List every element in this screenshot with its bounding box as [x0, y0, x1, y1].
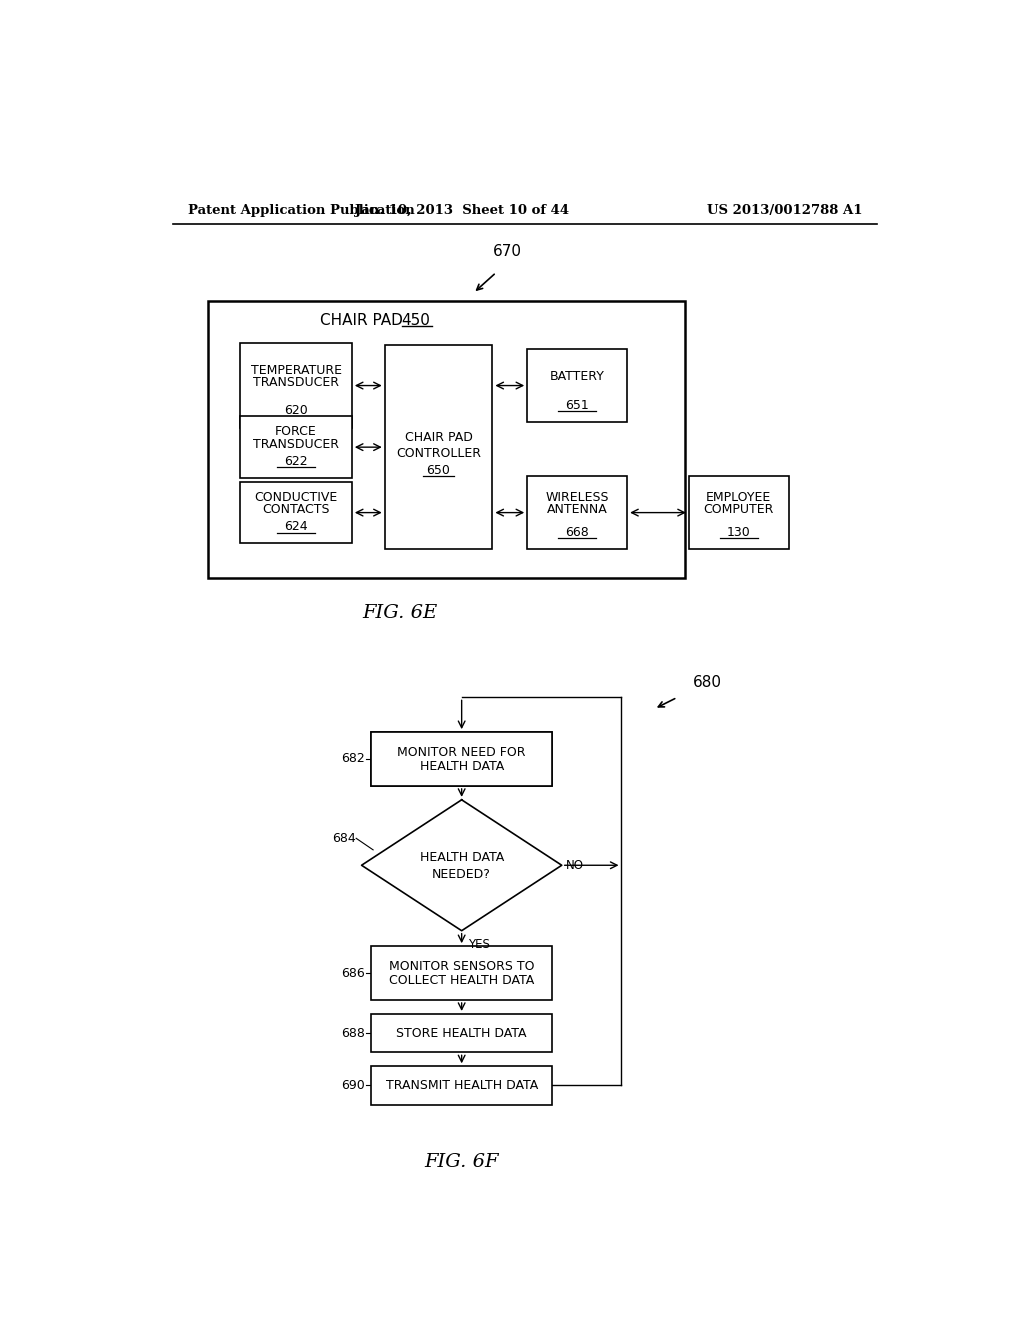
Text: HEALTH DATA: HEALTH DATA: [420, 750, 504, 763]
Bar: [208, 301, 685, 578]
Text: US 2013/0012788 A1: US 2013/0012788 A1: [707, 205, 862, 218]
Text: 450: 450: [401, 313, 430, 327]
Text: YES: YES: [468, 939, 489, 952]
Bar: [241, 482, 352, 544]
Text: 651: 651: [565, 399, 589, 412]
Text: 684: 684: [332, 832, 355, 845]
Text: FORCE: FORCE: [275, 425, 317, 438]
Text: NEEDED?: NEEDED?: [432, 869, 492, 880]
Text: TRANSMIT HEALTH DATA: TRANSMIT HEALTH DATA: [385, 1078, 538, 1092]
Text: WIRELESS: WIRELESS: [546, 491, 609, 504]
Text: COMPUTER: COMPUTER: [703, 503, 774, 516]
Text: 650: 650: [427, 463, 451, 477]
Text: 668: 668: [565, 525, 589, 539]
Bar: [371, 1067, 552, 1105]
Text: 622: 622: [285, 454, 308, 467]
Bar: [371, 1014, 552, 1052]
Text: HEALTH DATA: HEALTH DATA: [420, 851, 504, 865]
Text: 682: 682: [341, 752, 365, 766]
Text: MONITOR NEED FOR: MONITOR NEED FOR: [397, 746, 526, 759]
Polygon shape: [361, 800, 562, 931]
Text: COLLECT HEALTH DATA: COLLECT HEALTH DATA: [389, 974, 535, 987]
Text: CONTACTS: CONTACTS: [262, 503, 330, 516]
Text: 624: 624: [285, 520, 308, 533]
Text: 688: 688: [341, 1027, 365, 1040]
Bar: [371, 946, 552, 1001]
Text: Patent Application Publication: Patent Application Publication: [188, 205, 415, 218]
Text: EMPLOYEE: EMPLOYEE: [707, 491, 771, 504]
Text: CHAIR PAD: CHAIR PAD: [321, 313, 403, 327]
Text: CONDUCTIVE: CONDUCTIVE: [255, 491, 338, 504]
Text: 686: 686: [341, 966, 365, 979]
Text: TRANSDUCER: TRANSDUCER: [253, 437, 339, 450]
Text: 620: 620: [285, 404, 308, 417]
Text: MONITOR NEED FOR: MONITOR NEED FOR: [397, 737, 526, 750]
Text: CONTROLLER: CONTROLLER: [396, 446, 481, 459]
Text: 690: 690: [341, 1078, 365, 1092]
Text: FIG. 6E: FIG. 6E: [362, 603, 437, 622]
Text: BATTERY: BATTERY: [550, 370, 604, 383]
Text: CHAIR PAD: CHAIR PAD: [404, 432, 472, 445]
Text: TEMPERATURE: TEMPERATURE: [251, 363, 342, 376]
Bar: [371, 733, 552, 785]
Text: FIG. 6F: FIG. 6F: [424, 1154, 499, 1171]
Bar: [689, 477, 788, 549]
Bar: [241, 416, 352, 478]
Bar: [527, 348, 628, 422]
Text: 130: 130: [727, 525, 751, 539]
Bar: [371, 733, 552, 785]
Text: HEALTH DATA: HEALTH DATA: [420, 760, 504, 774]
Text: Jan. 10, 2013  Sheet 10 of 44: Jan. 10, 2013 Sheet 10 of 44: [354, 205, 568, 218]
Text: STORE HEALTH DATA: STORE HEALTH DATA: [396, 1027, 527, 1040]
Text: 680: 680: [692, 675, 722, 689]
Text: 670: 670: [494, 243, 522, 259]
Text: NO: NO: [565, 859, 584, 871]
Text: TRANSDUCER: TRANSDUCER: [253, 376, 339, 389]
Text: ANTENNA: ANTENNA: [547, 503, 607, 516]
Bar: [241, 343, 352, 428]
Text: MONITOR SENSORS TO: MONITOR SENSORS TO: [389, 961, 535, 973]
Bar: [385, 345, 493, 549]
Bar: [527, 477, 628, 549]
